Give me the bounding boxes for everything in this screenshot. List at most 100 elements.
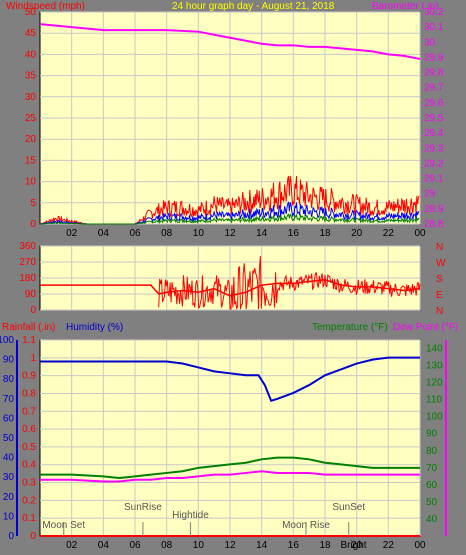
- direction-tick-label: 360: [19, 241, 36, 252]
- temperature-tick-label: 140: [426, 344, 443, 355]
- temperature-tick-label: 130: [426, 361, 443, 372]
- wind-tick-label: 25: [25, 113, 37, 124]
- barometer-tick-label: 30: [424, 37, 436, 48]
- rain-tick-label: 0.4: [22, 460, 36, 471]
- humidity-series-line: [40, 356, 420, 402]
- temperature-label: Temperature (°F): [312, 322, 388, 333]
- wind-tick-label: 45: [25, 28, 37, 39]
- time-tick-label: 10: [193, 540, 205, 551]
- temperature-tick-label: 60: [426, 480, 438, 491]
- humidity-tick-label: 90: [3, 355, 15, 366]
- wind-tick-label: 40: [25, 49, 37, 60]
- rain-tick-label: 0.9: [22, 371, 36, 382]
- time-tick-label: 12: [224, 228, 236, 239]
- time-tick-label: 22: [383, 228, 395, 239]
- rain-tick-label: 1: [30, 353, 36, 364]
- wind-tick-label: 15: [25, 155, 37, 166]
- time-tick-label: 10: [193, 228, 205, 239]
- direction-tick-label: 270: [19, 257, 36, 268]
- temperature-tick-label: 120: [426, 378, 443, 389]
- event-label: Hightide: [172, 510, 209, 521]
- rain-tick-label: 0.7: [22, 406, 36, 417]
- humidity-tick-label: 20: [3, 492, 15, 503]
- wind-tick-label: 5: [30, 198, 36, 209]
- compass-label: N: [436, 306, 443, 317]
- wind-tick-label: 50: [25, 7, 37, 18]
- barometer-tick-label: 29.6: [424, 98, 444, 109]
- direction-tick-label: 0: [30, 305, 36, 316]
- humidity-tick-label: 10: [3, 511, 15, 522]
- event-label: SunSet: [332, 502, 365, 513]
- time-tick-label: 22: [383, 540, 395, 551]
- rain-tick-label: 0.8: [22, 388, 36, 399]
- humidity-label: Humidity (%): [66, 322, 123, 333]
- barometer-tick-label: 29: [424, 189, 436, 200]
- compass-label: N: [436, 242, 443, 253]
- wind-tick-label: 0: [30, 219, 36, 230]
- temperature-tick-label: 100: [426, 412, 443, 423]
- temperature-series-line: [40, 456, 420, 480]
- barometer-series-line: [39, 23, 421, 60]
- time-tick-label: 06: [129, 228, 141, 239]
- compass-label: E: [436, 290, 443, 301]
- direction-tick-label: 180: [19, 273, 36, 284]
- humidity-tick-label: 70: [3, 394, 15, 405]
- time-tick-label: 04: [98, 540, 110, 551]
- event-label: SunRise: [124, 502, 162, 513]
- barometer-tick-label: 30.1: [424, 22, 444, 33]
- wind-direction-variance-line: [158, 255, 421, 310]
- wind-tick-label: 10: [25, 177, 37, 188]
- humidity-tick-label: 30: [3, 472, 15, 483]
- compass-label: S: [436, 274, 443, 285]
- time-tick-label: 02: [66, 228, 78, 239]
- time-tick-label: 08: [161, 540, 173, 551]
- event-label: Bright: [340, 540, 366, 551]
- rainfall-label: Rainfall (.in): [2, 322, 55, 333]
- barometer-tick-label: 28.8: [424, 219, 444, 230]
- dew-point-label: Dew Point (°F): [393, 322, 458, 333]
- barometer-tick-label: 29.5: [424, 113, 444, 124]
- temperature-tick-label: 110: [426, 395, 442, 406]
- wind-low-series-line: [39, 213, 420, 225]
- direction-tick-label: 90: [25, 289, 37, 300]
- humidity-tick-label: 60: [3, 413, 15, 424]
- wind-tick-label: 20: [25, 134, 37, 145]
- rain-tick-label: 0.1: [22, 513, 36, 524]
- barometer-tick-label: 29.9: [424, 52, 444, 63]
- time-tick-label: 04: [98, 228, 110, 239]
- wind-tick-label: 30: [25, 92, 37, 103]
- rain-tick-label: 0.5: [22, 442, 36, 453]
- humidity-tick-label: 40: [3, 453, 15, 464]
- barometer-tick-label: 30.2: [424, 7, 444, 18]
- barometer-tick-label: 29.1: [424, 174, 444, 185]
- humidity-tick-label: 0: [8, 531, 14, 542]
- humidity-tick-label: 50: [3, 433, 15, 444]
- barometer-tick-label: 29.7: [424, 83, 444, 94]
- wind-tick-label: 35: [25, 71, 37, 82]
- barometer-tick-label: 29.2: [424, 158, 444, 169]
- rain-tick-label: 0.2: [22, 495, 36, 506]
- wind-right-label: Barometer (.in): [372, 1, 439, 12]
- temperature-tick-label: 50: [426, 497, 438, 508]
- dew-point-series-line: [40, 470, 420, 483]
- temperature-tick-label: 80: [426, 446, 438, 457]
- compass-label: W: [436, 258, 446, 269]
- time-tick-label: 16: [288, 228, 300, 239]
- time-tick-label: 00: [414, 540, 426, 551]
- temperature-tick-label: 40: [426, 514, 438, 525]
- time-tick-label: 18: [319, 228, 331, 239]
- rain-tick-label: 0: [30, 531, 36, 542]
- time-tick-label: 20: [351, 540, 363, 551]
- barometer-tick-label: 29.3: [424, 143, 444, 154]
- time-tick-label: 20: [351, 228, 363, 239]
- event-label: Moon Set: [42, 520, 85, 531]
- time-tick-label: 18: [319, 540, 331, 551]
- rain-tick-label: 0.3: [22, 478, 36, 489]
- barometer-tick-label: 29.4: [424, 128, 444, 139]
- rain-tick-label: 1.1: [22, 335, 36, 346]
- barometer-tick-label: 28.9: [424, 204, 444, 215]
- time-tick-label: 14: [256, 540, 268, 551]
- humidity-tick-label: 80: [3, 374, 15, 385]
- wind-left-label: Windspeed (mph): [6, 1, 85, 12]
- time-tick-label: 16: [288, 540, 300, 551]
